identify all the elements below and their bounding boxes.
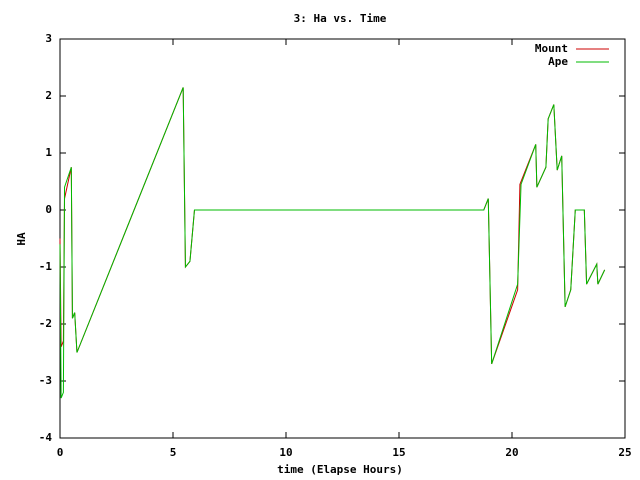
y-tick-label: -1: [39, 260, 53, 273]
y-tick-label: 3: [45, 32, 52, 45]
series-line: [59, 87, 606, 365]
y-tick-label: -2: [39, 317, 52, 330]
y-tick-label: -3: [39, 374, 52, 387]
series-line: [59, 87, 606, 399]
y-tick-label: -4: [39, 431, 53, 444]
plot-border: [59, 38, 626, 439]
x-tick-label: 10: [279, 446, 292, 459]
x-tick-label: 15: [392, 446, 405, 459]
x-tick-label: 0: [57, 446, 64, 459]
y-tick-label: 1: [45, 146, 52, 159]
chart-title: 3: Ha vs. Time: [294, 12, 387, 25]
x-tick-label: 25: [618, 446, 631, 459]
legend-label: Ape: [548, 55, 568, 68]
y-tick-label: 2: [45, 89, 52, 102]
x-tick-label: 5: [170, 446, 177, 459]
y-tick-label: 0: [45, 203, 52, 216]
x-tick-label: 20: [505, 446, 518, 459]
legend-label: Mount: [535, 42, 568, 55]
y-axis-label: HA: [15, 232, 28, 246]
x-axis-label: time (Elapse Hours): [277, 463, 403, 476]
